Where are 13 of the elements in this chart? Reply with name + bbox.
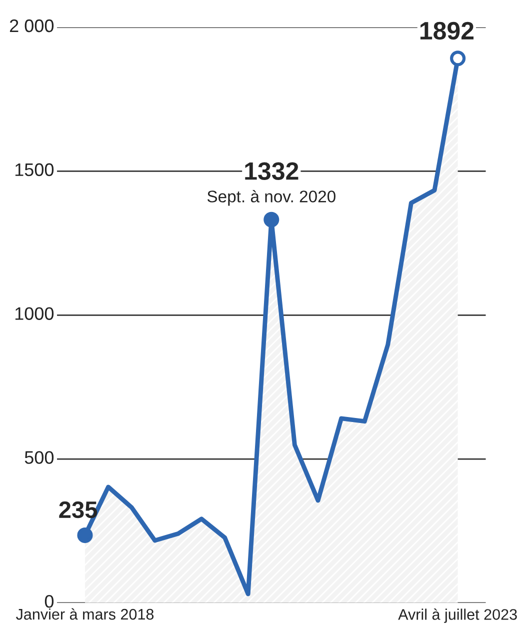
point — [77, 528, 93, 544]
point — [450, 50, 466, 66]
y-tick-label: 2 000 — [10, 19, 54, 32]
y-tick-label: 1500 — [15, 163, 54, 176]
point — [264, 212, 280, 228]
annotation: 1892 — [420, 22, 474, 40]
y-tick-label: 1000 — [15, 307, 54, 320]
x-tick-label: Janvier à mars 2018 — [16, 608, 154, 620]
y-tick-label: 500 — [24, 451, 54, 464]
annotation: Sept. à nov. 2020 — [207, 190, 336, 206]
x-tick-label: Avril à juillet 2023 — [398, 608, 517, 623]
y-tick-label: 0 — [44, 594, 54, 608]
annotation: 1332 — [245, 162, 298, 180]
